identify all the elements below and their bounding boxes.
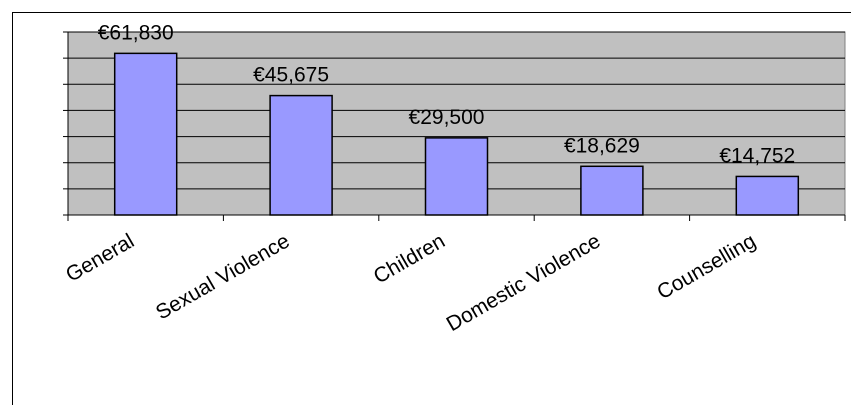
bar <box>424 137 489 216</box>
data-label: €18,629 <box>564 134 640 157</box>
data-label: €29,500 <box>409 106 485 129</box>
data-label: €45,675 <box>253 64 329 87</box>
bar <box>735 175 800 216</box>
bar <box>580 165 644 216</box>
bar <box>113 52 178 216</box>
bar <box>269 94 333 216</box>
data-label: €14,752 <box>719 144 795 167</box>
data-label: €61,830 <box>98 21 174 44</box>
